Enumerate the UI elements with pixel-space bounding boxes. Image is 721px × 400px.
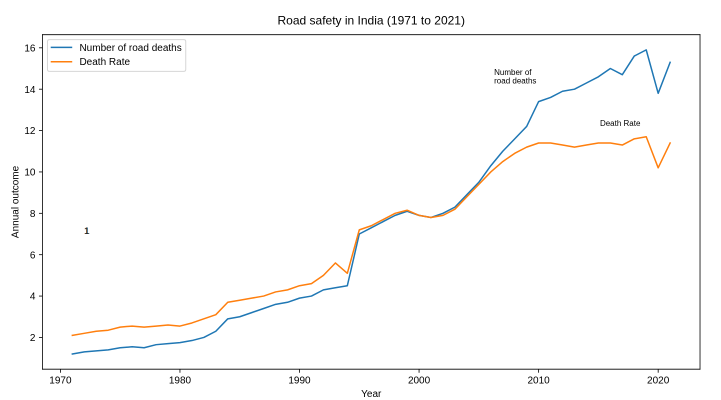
svg-text:14: 14: [24, 85, 36, 96]
svg-text:1: 1: [84, 226, 89, 236]
svg-text:2000: 2000: [408, 375, 431, 386]
svg-text:Annual outcome: Annual outcome: [10, 165, 21, 238]
svg-text:4: 4: [30, 292, 36, 303]
svg-text:1980: 1980: [169, 375, 192, 386]
svg-text:2010: 2010: [527, 375, 550, 386]
svg-text:road deaths: road deaths: [494, 77, 536, 86]
svg-text:2020: 2020: [647, 375, 670, 386]
svg-text:Number of road deaths: Number of road deaths: [79, 43, 181, 54]
svg-text:10: 10: [24, 168, 36, 179]
svg-text:Death Rate: Death Rate: [79, 57, 130, 68]
svg-text:8: 8: [30, 209, 36, 220]
svg-text:1970: 1970: [49, 375, 72, 386]
svg-text:Death Rate: Death Rate: [600, 119, 641, 128]
svg-text:1990: 1990: [288, 375, 311, 386]
svg-text:12: 12: [24, 126, 36, 137]
svg-text:6: 6: [30, 250, 36, 261]
svg-text:Year: Year: [361, 389, 382, 400]
svg-text:Road safety in India (1971 to: Road safety in India (1971 to 2021): [278, 14, 465, 28]
svg-text:16: 16: [24, 43, 36, 54]
svg-text:2: 2: [30, 333, 36, 344]
